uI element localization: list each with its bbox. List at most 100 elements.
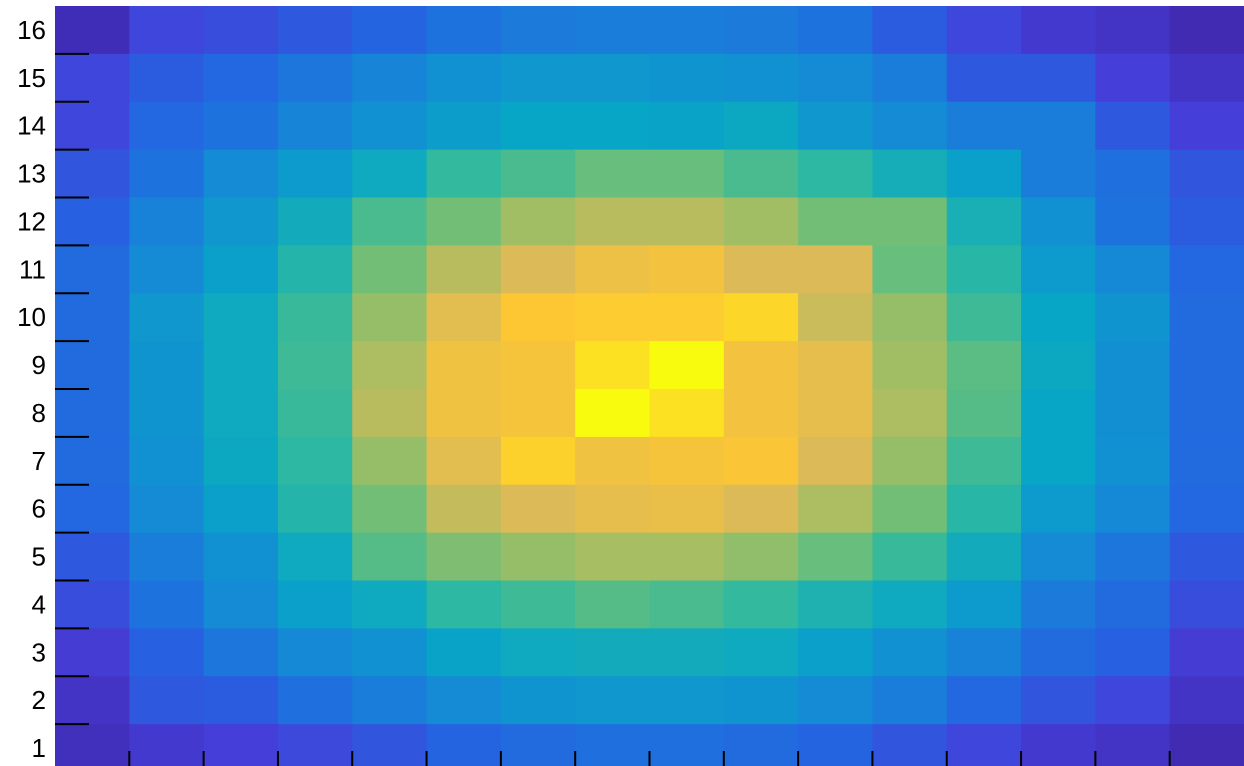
heatmap-cell <box>1021 53 1096 103</box>
heatmap-cell <box>277 436 353 486</box>
heatmap-cell <box>723 197 799 246</box>
heatmap-cell <box>723 580 799 629</box>
heatmap-cell <box>203 6 279 55</box>
heatmap-cell <box>426 436 502 486</box>
heatmap-cell <box>872 149 948 199</box>
heatmap-cell <box>575 245 651 294</box>
heatmap-cell <box>1095 436 1171 486</box>
heatmap-cell <box>129 101 205 151</box>
heatmap-cell <box>798 484 874 534</box>
heatmap-cell <box>1169 532 1244 582</box>
heatmap-cell <box>203 197 279 246</box>
heatmap-cell <box>1021 484 1096 534</box>
heatmap-cell <box>723 676 799 725</box>
heatmap-cell <box>798 341 874 390</box>
heatmap-cell <box>352 676 428 725</box>
heatmap-cell <box>129 580 205 629</box>
heatmap-cell <box>723 101 799 151</box>
heatmap-cell <box>500 149 576 199</box>
heatmap-cell <box>946 101 1022 151</box>
heatmap-cell <box>55 53 130 103</box>
heatmap-cell <box>352 149 428 199</box>
heatmap-cell <box>129 293 205 342</box>
heatmap-cell <box>129 149 205 199</box>
heatmap-cell <box>1169 436 1244 486</box>
y-tick-label: 4 <box>32 589 46 619</box>
heatmap-cell <box>649 101 725 151</box>
heatmap-cell <box>649 197 725 246</box>
heatmap-cell <box>277 724 353 766</box>
heatmap-cell <box>129 245 205 294</box>
heatmap-cell <box>55 389 130 438</box>
heatmap-cell <box>575 436 651 486</box>
heatmap-cell <box>203 101 279 151</box>
y-tick-label: 9 <box>32 350 46 380</box>
heatmap-cell <box>1021 724 1096 766</box>
heatmap-cell <box>55 676 130 725</box>
heatmap-cell <box>575 532 651 582</box>
heatmap-cell <box>277 197 353 246</box>
heatmap-cell <box>723 245 799 294</box>
heatmap-cell <box>500 436 576 486</box>
heatmap-cell <box>203 293 279 342</box>
heatmap-cell <box>946 149 1022 199</box>
heatmap-cell <box>500 484 576 534</box>
heatmap-cell <box>946 341 1022 390</box>
heatmap-cell <box>649 436 725 486</box>
heatmap-cell <box>798 293 874 342</box>
heatmap-cell <box>798 532 874 582</box>
heatmap-cell <box>798 628 874 677</box>
y-tick-label: 5 <box>32 542 46 572</box>
heatmap-cell <box>277 245 353 294</box>
heatmap-cell <box>798 245 874 294</box>
heatmap-cell <box>872 628 948 677</box>
heatmap-cell <box>352 484 428 534</box>
heatmap-cell <box>352 436 428 486</box>
heatmap-cell <box>723 293 799 342</box>
heatmap-cell <box>129 484 205 534</box>
heatmap-cell <box>1021 676 1096 725</box>
heatmap-cells <box>55 6 1244 766</box>
heatmap-cell <box>203 484 279 534</box>
heatmap-cell <box>55 724 130 766</box>
heatmap-cell <box>426 580 502 629</box>
y-tick-label: 16 <box>17 15 46 45</box>
heatmap-cell <box>55 149 130 199</box>
heatmap-cell <box>723 628 799 677</box>
heatmap-cell <box>575 6 651 55</box>
heatmap-cell <box>649 341 725 390</box>
heatmap-cell <box>500 532 576 582</box>
heatmap-cell <box>1021 245 1096 294</box>
y-tick-label: 7 <box>32 446 46 476</box>
heatmap-cell <box>723 389 799 438</box>
heatmap-cell <box>277 676 353 725</box>
heatmap-cell <box>649 484 725 534</box>
heatmap-cell <box>798 6 874 55</box>
y-tick-label: 14 <box>17 111 46 141</box>
heatmap-cell <box>798 149 874 199</box>
heatmap-cell <box>426 149 502 199</box>
heatmap-cell <box>1095 532 1171 582</box>
heatmap-cell <box>872 197 948 246</box>
heatmap-cell <box>426 101 502 151</box>
heatmap-cell <box>426 53 502 103</box>
heatmap-cell <box>1095 245 1171 294</box>
heatmap-cell <box>500 628 576 677</box>
heatmap-cell <box>55 245 130 294</box>
heatmap-cell <box>1169 341 1244 390</box>
heatmap-cell <box>1095 101 1171 151</box>
heatmap-cell <box>649 724 725 766</box>
heatmap-cell <box>277 53 353 103</box>
y-tick-label: 15 <box>17 63 46 93</box>
heatmap-cell <box>575 197 651 246</box>
heatmap-cell <box>649 532 725 582</box>
heatmap-cell <box>946 389 1022 438</box>
heatmap-cell <box>1169 293 1244 342</box>
y-tick-label: 13 <box>17 159 46 189</box>
heatmap-cell <box>1021 149 1096 199</box>
heatmap-cell <box>649 628 725 677</box>
heatmap-cell <box>203 53 279 103</box>
heatmap-cell <box>1095 197 1171 246</box>
